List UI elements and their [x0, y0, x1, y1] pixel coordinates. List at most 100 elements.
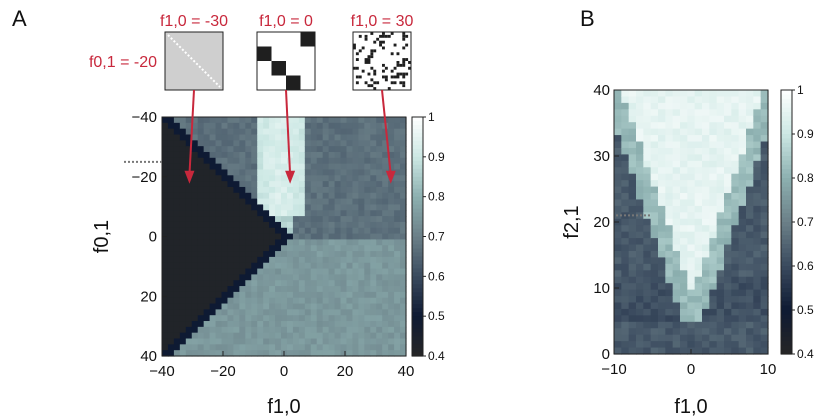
heatmap-cell [328, 163, 336, 171]
heatmap-cell [328, 128, 336, 136]
heatmap-cell [281, 198, 288, 206]
heatmap-cell [687, 218, 696, 226]
heatmap-cell [680, 328, 688, 336]
heatmap-cell [304, 117, 312, 124]
heatmap-cell [694, 141, 703, 149]
pointer-arrowhead [285, 170, 296, 184]
heatmap-cell [650, 308, 659, 316]
heatmap-cell [209, 245, 217, 252]
heatmap-cell [382, 216, 389, 223]
heatmap-cell [680, 115, 688, 123]
heatmap-cell [731, 141, 740, 149]
heatmap-cell [376, 117, 383, 124]
colorbar-step [412, 296, 423, 301]
inset-pixel [370, 78, 374, 82]
heatmap-cell [245, 332, 252, 340]
colorbar-step [412, 136, 423, 142]
heatmap-cell [286, 216, 294, 223]
heatmap-cell [358, 233, 365, 241]
heatmap-cell [665, 186, 674, 194]
heatmap-cell [162, 280, 169, 287]
heatmap-cell [233, 216, 240, 223]
heatmap-cell [753, 109, 762, 117]
heatmap-cell [281, 221, 288, 229]
heatmap-cell [346, 350, 354, 357]
heatmap-cell [665, 212, 674, 220]
heatmap-cell [179, 256, 187, 264]
heatmap-cell [346, 227, 354, 235]
heatmap-cell [179, 169, 187, 176]
heatmap-cell [394, 216, 401, 223]
heatmap-cell [382, 239, 389, 246]
heatmap-cell [263, 169, 270, 176]
heatmap-cell [227, 151, 235, 159]
heatmap-cell [162, 151, 169, 159]
heatmap-cell [227, 280, 235, 287]
heatmap-cell [680, 308, 688, 316]
heatmap-cell [209, 221, 217, 229]
heatmap-cell [370, 227, 377, 235]
heatmap-cell [658, 154, 666, 162]
heatmap-cell [197, 181, 205, 188]
heatmap-cell [364, 146, 371, 153]
heatmap-cell [263, 192, 270, 200]
heatmap-cell [753, 147, 762, 155]
heatmap-cell [292, 216, 300, 223]
heatmap-cell [239, 134, 246, 141]
heatmap-cell [694, 308, 703, 316]
colorbar-step [412, 224, 423, 230]
heatmap-cell [316, 204, 324, 211]
inset-pixel [353, 66, 356, 70]
heatmap-cell [304, 146, 312, 153]
heatmap-cell [185, 321, 193, 328]
heatmap-cell [636, 193, 644, 201]
heatmap-cell [658, 321, 666, 329]
heatmap-cell [322, 350, 330, 357]
heatmap-cell [394, 256, 401, 264]
heatmap-cell [650, 257, 659, 265]
heatmap-cell [382, 186, 389, 194]
heatmap-cell [716, 167, 725, 175]
heatmap-cell [191, 181, 199, 188]
heatmap-cell [628, 250, 637, 259]
heatmap-cell [173, 216, 181, 223]
heatmap-cell [239, 216, 246, 223]
heatmap-cell [370, 315, 377, 322]
heatmap-cell [614, 122, 622, 130]
heatmap-cell [346, 303, 354, 310]
heatmap-cell [709, 147, 718, 155]
heatmap-cell [292, 315, 300, 322]
insets: f1,0 = -30 f1,0 = 0 f1,0 = 30 [160, 13, 413, 184]
heatmap-cell [316, 192, 324, 200]
heatmap-cell [382, 251, 389, 258]
heatmap-cell [275, 227, 282, 235]
heatmap-cell [388, 256, 395, 264]
heatmap-cell [702, 135, 710, 143]
heatmap-cell [286, 146, 294, 153]
heatmap-cell [275, 239, 282, 246]
heatmap-cell [694, 154, 703, 162]
heatmap-cell [334, 303, 342, 310]
heatmap-cell [382, 192, 389, 200]
heatmap-cell [281, 233, 288, 241]
heatmap-cell [263, 186, 270, 194]
heatmap-cell [215, 268, 223, 275]
heatmap-cell [702, 289, 710, 297]
heatmap-cell [322, 332, 330, 340]
heatmap-cell [358, 204, 365, 211]
heatmap-cell [269, 326, 276, 334]
heatmap-cell [370, 280, 377, 287]
heatmap-cell [239, 268, 246, 275]
heatmap-cell [257, 233, 264, 241]
heatmap-cell [322, 122, 330, 130]
heatmap-cell [731, 180, 740, 188]
heatmap-cell [376, 151, 383, 159]
heatmap-cell [322, 140, 330, 147]
heatmap-cell [614, 296, 622, 304]
heatmap-cell [227, 274, 235, 281]
heatmap-cell [185, 128, 193, 136]
heatmap-cell [162, 344, 169, 351]
heatmap-cell [636, 160, 644, 168]
heatmap-cell [298, 134, 306, 141]
heatmap-cell [621, 199, 630, 207]
